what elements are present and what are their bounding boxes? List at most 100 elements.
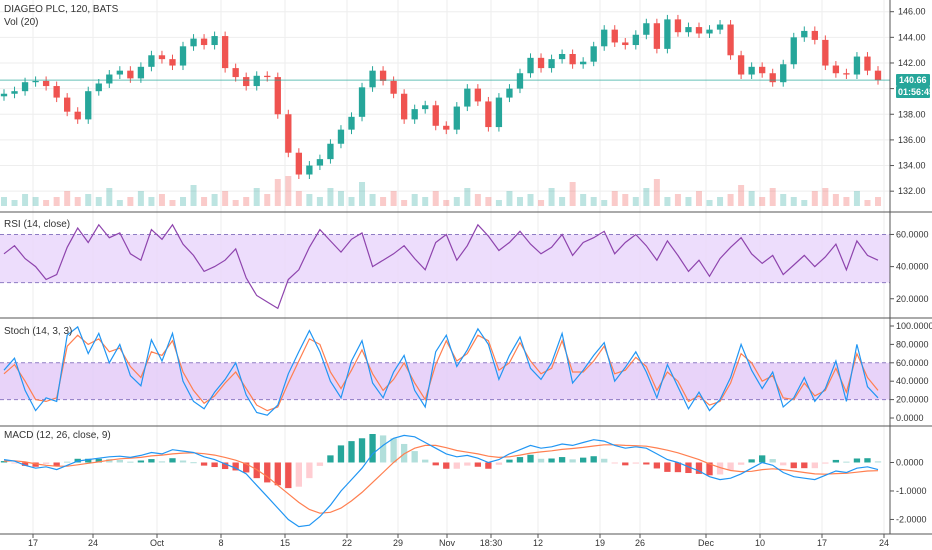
macd-histogram-bar (790, 462, 797, 469)
macd-histogram-bar (0, 461, 8, 463)
macd-histogram-bar (569, 459, 576, 463)
x-tick-label: 17 (817, 538, 827, 548)
volume-bar (664, 197, 671, 206)
candle-body (601, 29, 608, 47)
candle-body (443, 125, 450, 130)
candle-body (327, 143, 334, 160)
volume-bar (295, 191, 302, 206)
candle-body (706, 29, 713, 34)
candle-body (221, 36, 229, 69)
candle-body (685, 27, 692, 33)
band-fill (0, 362, 890, 400)
volume-bar (622, 194, 629, 206)
macd-label: MACD (12, 26, close, 9) (4, 430, 111, 441)
macd-histogram-bar (695, 462, 703, 474)
macd-histogram-bar (327, 455, 334, 463)
macd-histogram-bar (285, 462, 292, 489)
volume-bar (74, 197, 81, 206)
oscillator-tick-label: 60.0000 (896, 229, 929, 239)
last-price-badge (896, 74, 930, 86)
macd-histogram-bar (759, 455, 766, 463)
volume-bar (811, 191, 818, 206)
macd-histogram-bar (11, 462, 18, 464)
macd-histogram-bar (822, 462, 829, 464)
candle-body (11, 91, 18, 94)
volume-bar (653, 179, 660, 206)
macd-histogram-bar (274, 462, 281, 486)
candle-body (348, 116, 355, 130)
candle-body (211, 36, 218, 46)
price-pane[interactable] (0, 14, 890, 206)
candle-body (295, 152, 303, 175)
candle-body (453, 106, 460, 130)
macd-histogram-bar (169, 458, 176, 463)
rsi-pane[interactable] (0, 223, 890, 310)
candle-body (390, 80, 397, 94)
candle-body (316, 159, 324, 166)
volume-bar (443, 200, 450, 206)
candle-body (306, 165, 313, 175)
candle-body (243, 77, 250, 87)
rsi-label: RSI (14, close) (4, 219, 70, 230)
macd-pane[interactable] (0, 434, 882, 528)
macd-histogram-bar (390, 438, 397, 463)
candle-body (548, 59, 555, 69)
candle-body (137, 66, 145, 79)
x-tick-label: 26 (635, 538, 645, 548)
candle-body (569, 54, 576, 65)
candle-body (64, 97, 71, 112)
candle-body (95, 83, 102, 92)
candle-body (400, 93, 408, 120)
macd-histogram-bar (200, 462, 208, 466)
candle-body (148, 55, 155, 67)
rsi-line (3, 223, 879, 310)
price-tick-label: 136.00 (898, 135, 926, 145)
volume-bar (590, 197, 597, 206)
candle-body (474, 88, 482, 102)
macd-histogram-bar (137, 460, 145, 463)
candle-body (769, 73, 776, 83)
oscillator-tick-label: 80.0000 (896, 339, 929, 349)
macd-histogram-bar (190, 462, 197, 464)
volume-bar (127, 197, 134, 206)
candle-body (527, 57, 534, 74)
candle-body (485, 101, 492, 128)
x-tick-label: 8 (218, 538, 223, 548)
candle-body (495, 97, 503, 128)
volume-bar (11, 200, 18, 206)
volume-bar (706, 200, 713, 206)
candle-body (537, 57, 545, 69)
volume-bar (674, 194, 681, 206)
volume-bar (759, 197, 766, 206)
price-tick-label: 138.00 (898, 109, 926, 119)
candle-body (874, 70, 882, 81)
candle-body (780, 64, 787, 83)
macd-histogram-bar (780, 462, 787, 466)
x-tick-label: Oct (150, 538, 165, 548)
candle-body (0, 93, 8, 97)
macd-histogram-bar (601, 458, 608, 463)
volume-bar (516, 197, 523, 206)
volume-bar (201, 197, 208, 206)
candle-body (695, 27, 703, 34)
volume-bar (232, 200, 239, 206)
price-tick-label: 132.00 (898, 186, 926, 196)
volume-bar (580, 194, 587, 206)
volume-bar (453, 197, 460, 206)
macd-histogram-bar (53, 462, 60, 466)
candle-body (369, 70, 376, 88)
macd-histogram-bar (558, 457, 566, 463)
volume-bar (180, 197, 187, 206)
macd-histogram-bar (95, 458, 102, 463)
candle-body (190, 38, 197, 47)
macd-histogram-bar (632, 462, 639, 464)
volume-bar (190, 185, 197, 206)
macd-histogram-bar (348, 441, 355, 463)
candle-body (632, 34, 639, 46)
macd-histogram-bar (148, 459, 155, 463)
countdown-text: 01:56:45 (898, 87, 932, 97)
stoch-pane[interactable] (0, 325, 890, 416)
macd-histogram-bar (801, 462, 808, 469)
candle-body (358, 87, 366, 117)
